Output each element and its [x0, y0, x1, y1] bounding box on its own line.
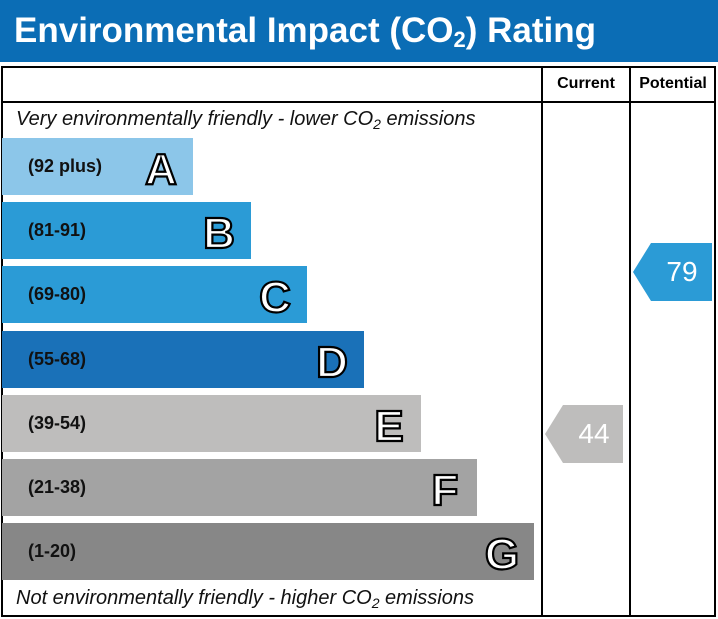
band-bar-e: (39-54) E: [2, 395, 421, 452]
band-letter: B: [202, 208, 236, 259]
band-bar-d: (55-68) D: [2, 331, 364, 388]
band-range: (21-38): [28, 477, 87, 497]
band-letter-text: A: [145, 145, 177, 194]
current-rating-value: 44: [578, 418, 610, 449]
band-range: (39-54): [28, 413, 87, 433]
band-letter: G: [484, 529, 520, 580]
potential-rating-value: 79: [666, 256, 698, 287]
potential-rating-arrow: 79: [633, 243, 713, 301]
current-column-header: Current: [557, 75, 615, 92]
band-range: (92 plus): [28, 156, 103, 176]
band-letter-text: G: [485, 530, 519, 579]
band-letter-text: B: [203, 209, 235, 258]
band-letter-text: E: [374, 402, 403, 451]
potential-column-header: Potential: [639, 75, 707, 92]
top-note: Very environmentally friendly - lower CO…: [16, 108, 476, 132]
band-letter: D: [315, 337, 349, 388]
band-range: (1-20): [28, 541, 77, 561]
bottom-note: Not environmentally friendly - higher CO…: [16, 587, 474, 611]
divider: [629, 66, 631, 617]
band-bar-b: (81-91) B: [2, 202, 251, 259]
band-bar-a: (92 plus) A: [2, 138, 193, 195]
band-bar-g: (1-20) G: [2, 523, 534, 580]
band-letter-text: C: [259, 273, 291, 322]
divider: [541, 66, 543, 617]
band-bar-c: (69-80) C: [2, 266, 307, 323]
band-letter: A: [144, 144, 178, 195]
band-letter: C: [258, 272, 292, 323]
band-range: (81-91): [28, 220, 87, 240]
chart-title: Environmental Impact (CO2) Rating: [0, 0, 718, 62]
band-letter-text: F: [432, 466, 459, 515]
band-letter-text: D: [316, 338, 348, 387]
current-rating-arrow: 44: [545, 405, 625, 463]
band-letter: F: [430, 465, 459, 516]
band-letter: E: [373, 401, 405, 452]
band-range: (55-68): [28, 349, 87, 369]
divider: [1, 101, 716, 103]
band-range: (69-80): [28, 284, 87, 304]
band-bar-f: (21-38) F: [2, 459, 477, 516]
